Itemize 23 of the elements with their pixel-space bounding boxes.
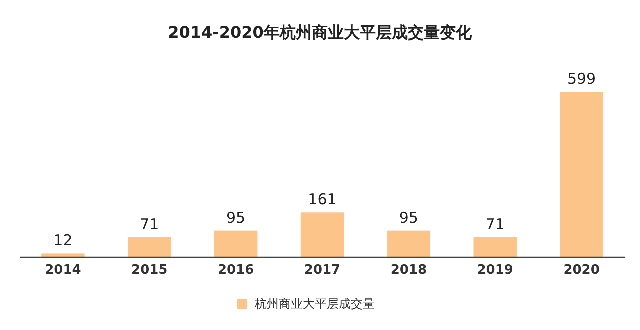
legend-label: 杭州商业大平层成交量 bbox=[254, 297, 375, 311]
data-label: 95 bbox=[226, 208, 246, 227]
bar bbox=[42, 254, 85, 257]
x-tick-label: 2014 bbox=[45, 263, 82, 278]
x-tick-label: 2016 bbox=[218, 263, 254, 278]
bar bbox=[214, 230, 258, 257]
x-tick-label: 2015 bbox=[132, 263, 168, 278]
bar bbox=[560, 92, 604, 257]
x-tick-label: 2020 bbox=[564, 263, 600, 278]
data-label: 12 bbox=[54, 232, 73, 250]
chart-title: 2014-2020年杭州商业大平层成交量变化 bbox=[168, 23, 473, 42]
data-label: 71 bbox=[486, 215, 505, 234]
x-tick-label: 2018 bbox=[390, 263, 428, 278]
data-label: 599 bbox=[567, 70, 596, 88]
data-label: 71 bbox=[140, 215, 160, 234]
x-tick-label: 2019 bbox=[477, 263, 514, 278]
x-tick-label: 2017 bbox=[304, 263, 341, 278]
bar bbox=[128, 237, 172, 257]
data-label: 161 bbox=[308, 190, 337, 209]
bar bbox=[300, 212, 344, 257]
bar bbox=[474, 237, 517, 257]
bar bbox=[387, 230, 431, 257]
data-label: 95 bbox=[399, 208, 418, 227]
